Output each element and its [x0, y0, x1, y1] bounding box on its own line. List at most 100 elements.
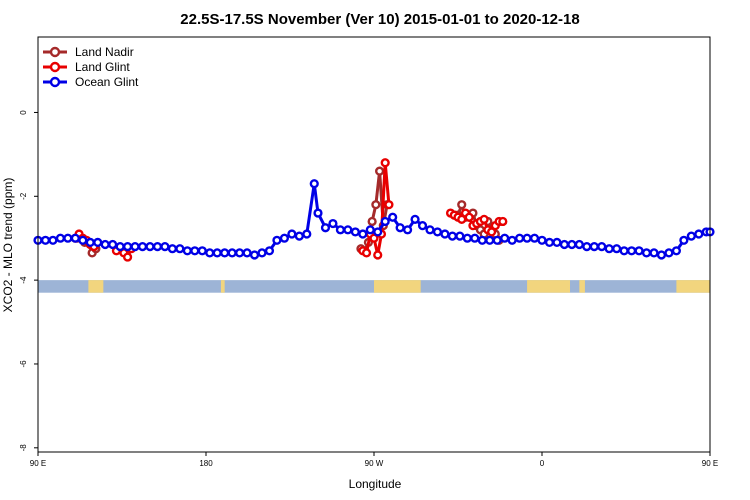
data-point [70, 233, 80, 243]
data-point [130, 241, 140, 252]
series-line-segment [305, 183, 316, 235]
data-point [294, 231, 304, 241]
data-point [455, 231, 465, 241]
data-point [380, 216, 390, 227]
data-point [485, 235, 495, 245]
data-point [367, 216, 377, 227]
data-point [212, 248, 222, 258]
data-point [694, 229, 704, 239]
data-point [656, 250, 667, 260]
data-point [249, 250, 260, 260]
land-band-segment [676, 280, 710, 293]
data-point [313, 208, 323, 218]
data-point [641, 248, 652, 258]
land-ocean-band [38, 280, 710, 293]
data-point [63, 233, 73, 243]
x-tick-label: 0 [540, 459, 545, 468]
data-point [373, 227, 383, 237]
data-point [492, 235, 502, 245]
series-ocean-glint [33, 179, 715, 260]
data-point [597, 241, 607, 252]
data-point [122, 241, 133, 252]
data-point [320, 223, 331, 233]
data-point [40, 235, 51, 245]
data-point [182, 246, 192, 256]
legend-label: Land Nadir [75, 45, 134, 59]
data-point [220, 248, 230, 258]
data-point [279, 233, 290, 243]
series-land-nadir [72, 166, 504, 258]
data-point [457, 200, 467, 210]
data-point [388, 212, 398, 222]
data-point [537, 235, 547, 245]
data-point [48, 235, 58, 245]
data-point [679, 235, 689, 245]
series-line-segment [312, 183, 320, 214]
data-point [343, 225, 353, 235]
data-point [264, 246, 275, 256]
data-point [160, 241, 170, 252]
data-point [369, 233, 379, 243]
data-point [100, 239, 110, 250]
x-tick-label: 90 W [365, 459, 384, 468]
data-point [417, 221, 428, 231]
data-point [634, 246, 644, 256]
data-point [514, 233, 525, 243]
land-band-segment [374, 280, 421, 293]
data-point [175, 244, 185, 254]
data-point [440, 229, 450, 239]
y-tick-label: -2 [19, 192, 28, 200]
data-point [309, 179, 319, 189]
data-point [567, 239, 577, 250]
data-point [649, 248, 659, 258]
data-point [522, 233, 532, 243]
data-point [205, 248, 215, 258]
series-line-segment [383, 162, 391, 205]
legend-label: Ocean Glint [75, 75, 139, 89]
y-tick-label: -6 [19, 360, 28, 368]
data-point [507, 235, 517, 245]
data-point [272, 235, 282, 245]
data-point [137, 241, 148, 252]
data-point [626, 246, 637, 256]
data-point [361, 248, 372, 258]
data-point [108, 239, 118, 250]
y-tick-label: -4 [19, 276, 28, 284]
data-point [589, 241, 599, 252]
x-tick-label: 90 E [702, 459, 718, 468]
data-point [529, 233, 540, 243]
legend-marker [49, 61, 61, 73]
data-point [582, 241, 592, 252]
data-point [403, 225, 413, 235]
data-point [479, 214, 489, 224]
data-point [302, 229, 312, 239]
data-point [544, 237, 555, 248]
data-point [328, 218, 338, 229]
data-point [432, 227, 443, 237]
data-point [335, 225, 346, 235]
data-point [500, 233, 510, 243]
data-point [462, 233, 472, 243]
data-point [190, 246, 200, 256]
data-point [447, 231, 458, 241]
data-point [498, 216, 508, 227]
data-point [371, 200, 381, 210]
y-tick-label: -8 [19, 444, 28, 452]
data-point [470, 233, 480, 243]
data-point [410, 214, 420, 224]
data-point [227, 248, 237, 258]
data-point [350, 227, 360, 237]
data-point [375, 166, 385, 176]
land-band-segment [88, 280, 104, 293]
legend-marker [49, 76, 61, 88]
land-band-segment [220, 280, 225, 293]
y-tick-label: 0 [19, 110, 28, 115]
x-tick-label: 180 [199, 459, 213, 468]
data-point [425, 225, 435, 235]
data-point [167, 244, 178, 254]
data-point [358, 229, 368, 239]
data-point [477, 235, 487, 245]
data-point [287, 229, 297, 239]
